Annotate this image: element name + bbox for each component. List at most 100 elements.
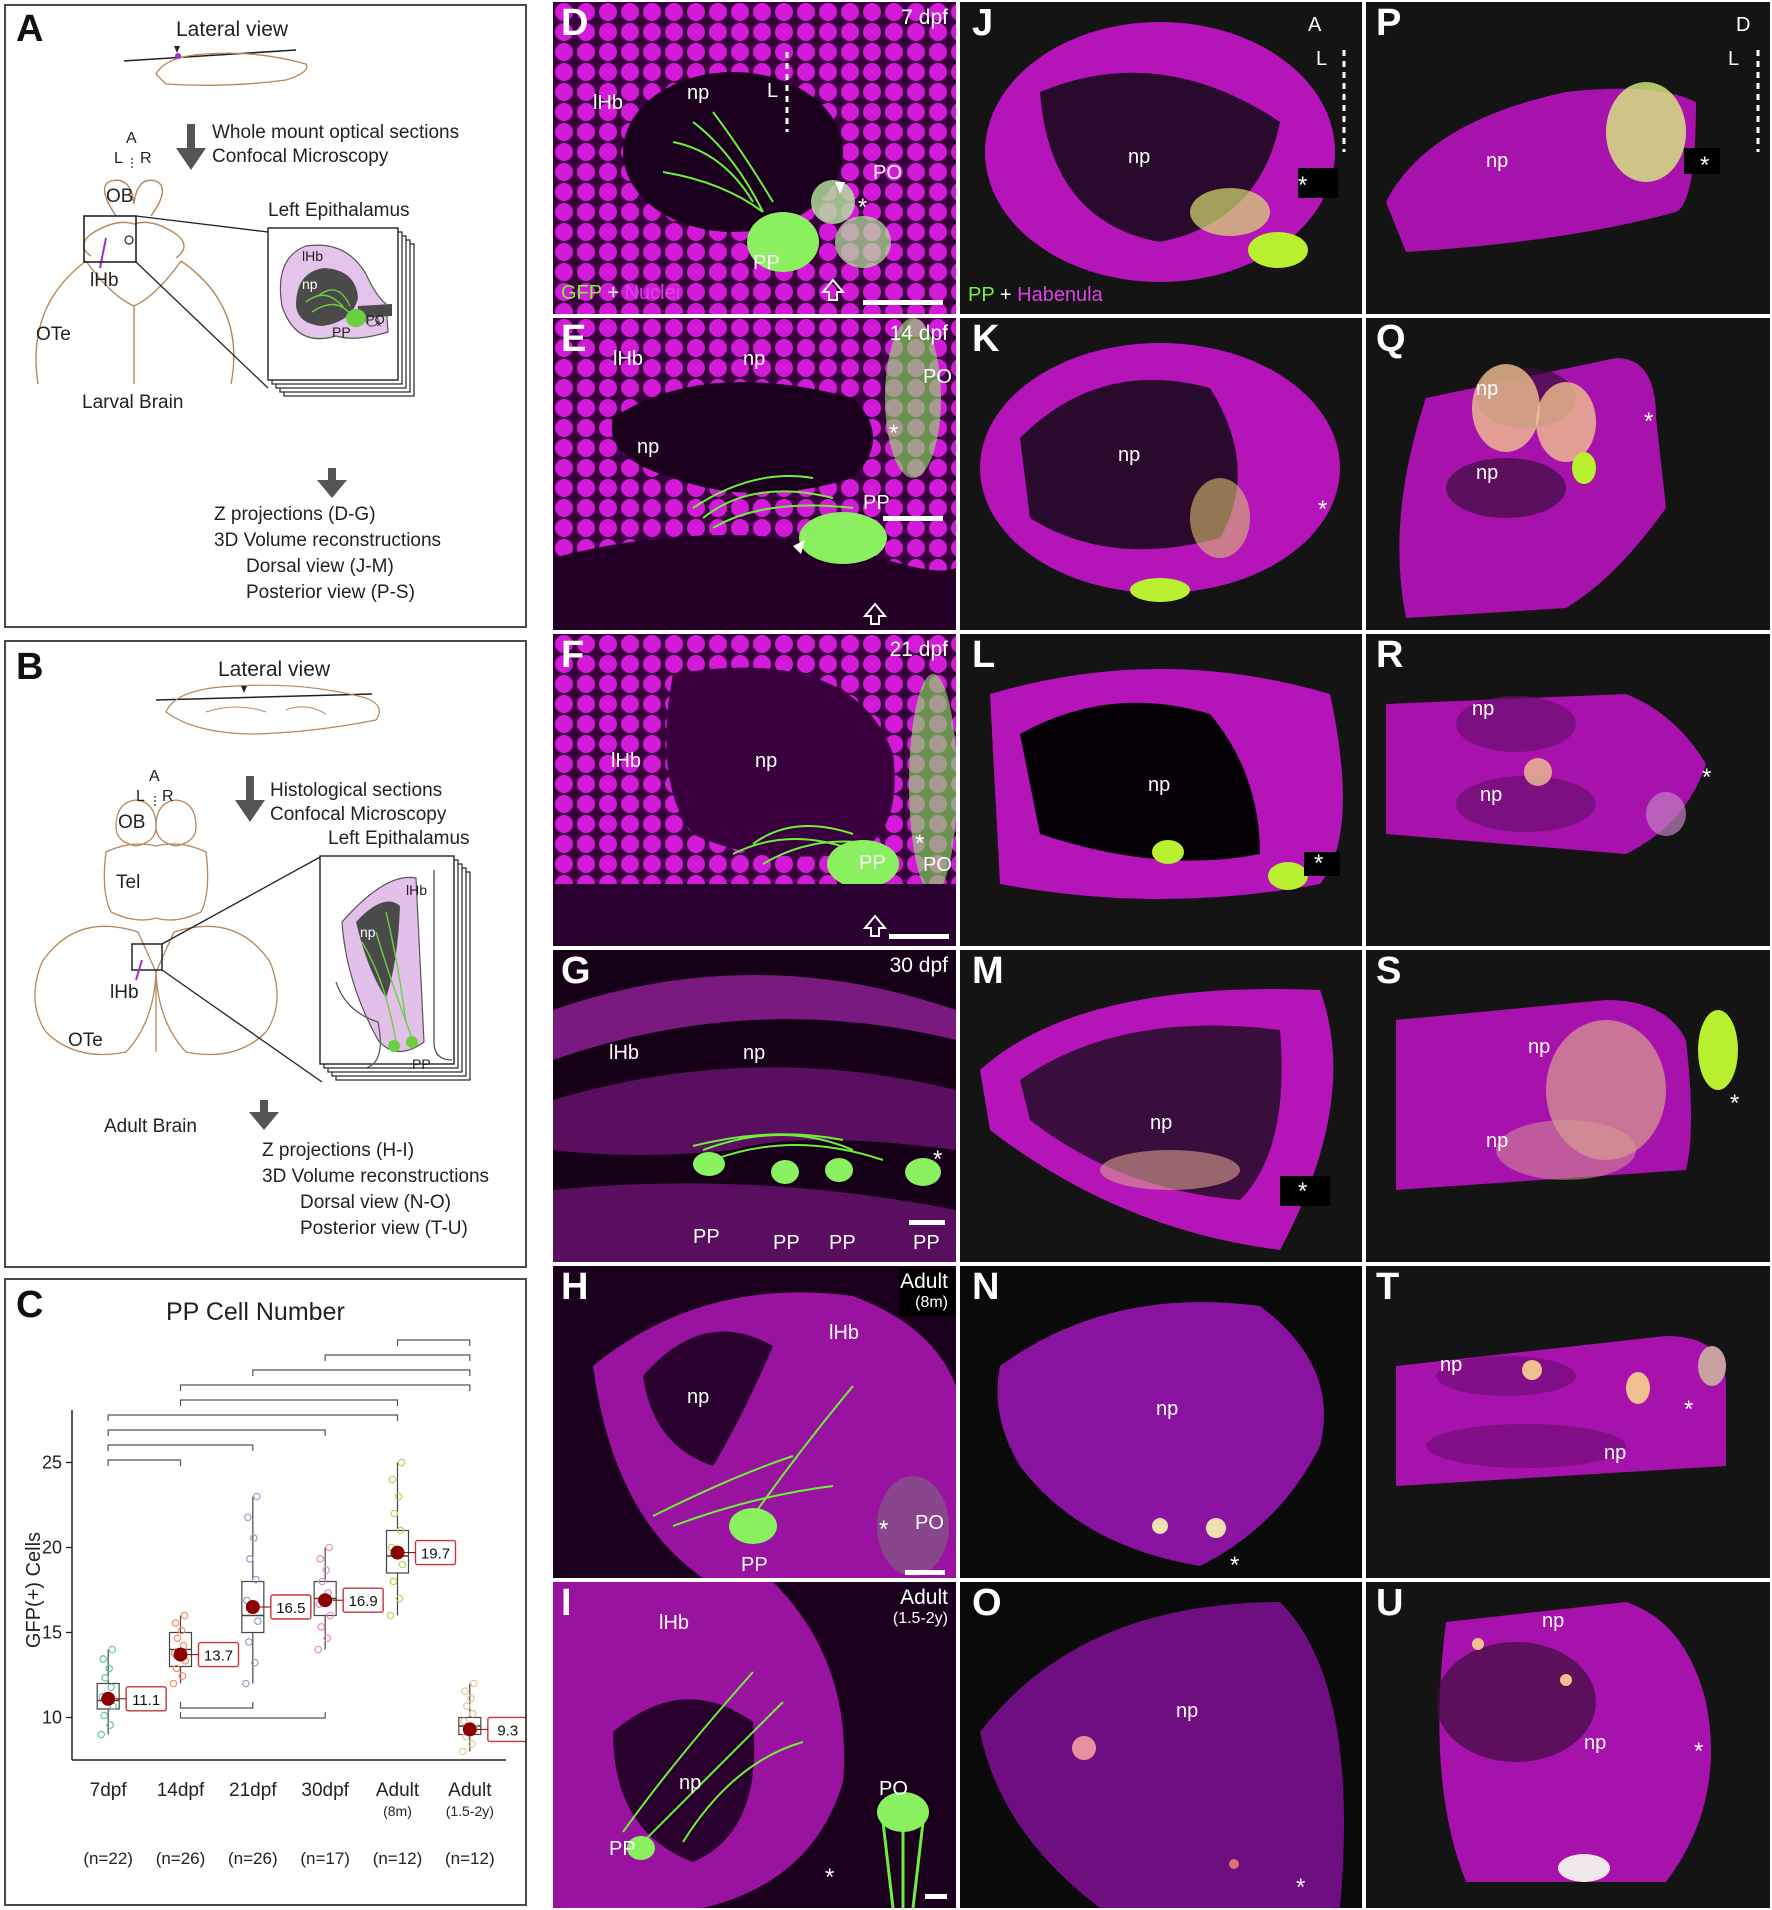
panel-d-image bbox=[553, 2, 956, 314]
inset-star: * bbox=[376, 318, 382, 335]
np-label-n: np bbox=[1156, 1398, 1179, 1420]
np-label-o: np bbox=[1176, 1700, 1199, 1722]
lhb-label: lHb bbox=[90, 270, 119, 291]
panel-letter-l: L bbox=[972, 634, 996, 676]
panel-s-image bbox=[1366, 950, 1770, 1262]
po-label-d: PO bbox=[873, 162, 902, 184]
axis-l-label: L bbox=[114, 150, 123, 167]
np-label-f: np bbox=[755, 750, 778, 772]
mean-label: 13.7 bbox=[204, 1648, 233, 1665]
panel-letter-i: I bbox=[561, 1582, 572, 1624]
star-label-l: * bbox=[1314, 850, 1324, 877]
brain-caption: Larval Brain bbox=[82, 392, 184, 413]
panel-u: U np np * bbox=[1366, 1582, 1770, 1908]
lhb-label-e: lHb bbox=[613, 348, 644, 370]
axis-a-label-b: A bbox=[149, 768, 160, 785]
np1-label-s: np bbox=[1528, 1036, 1551, 1058]
data-point bbox=[388, 1475, 397, 1484]
panel-l: L np * bbox=[960, 634, 1362, 946]
data-point bbox=[252, 1575, 260, 1584]
mean-label: 9.3 bbox=[497, 1722, 518, 1739]
po-label-i: PO bbox=[879, 1778, 908, 1800]
panel-j-image bbox=[960, 2, 1362, 314]
panel-j: J A L np * PP + Habenula bbox=[960, 2, 1362, 314]
inset-lhb-b: lHb bbox=[406, 882, 428, 898]
data-point bbox=[468, 1740, 476, 1748]
data-point bbox=[323, 1634, 331, 1642]
data-point bbox=[386, 1611, 395, 1620]
panel-p-image bbox=[1366, 2, 1770, 314]
np-label-d: np bbox=[687, 82, 710, 104]
star-label-g: * bbox=[933, 1146, 943, 1173]
data-point bbox=[180, 1611, 189, 1620]
np-label-h: np bbox=[687, 1386, 710, 1408]
x-tick-label: Adult bbox=[448, 1780, 492, 1801]
data-point bbox=[171, 1619, 180, 1627]
legend-d: GFP + Nuclei bbox=[561, 282, 680, 305]
panel-m-image bbox=[960, 950, 1362, 1262]
output-line-2-b: 3D Volume reconstructions bbox=[262, 1166, 490, 1187]
legend-j: PP + Habenula bbox=[968, 284, 1103, 307]
inset-pp-b: PP bbox=[412, 1056, 431, 1072]
data-point bbox=[325, 1543, 333, 1552]
star-label-u: * bbox=[1694, 1738, 1704, 1765]
scale-bar-e bbox=[883, 516, 943, 521]
legend-habenula: Habenula bbox=[1017, 284, 1103, 306]
orient-a-j: A bbox=[1308, 14, 1322, 36]
inset-np: np bbox=[302, 276, 318, 292]
star-label-q: * bbox=[1644, 408, 1654, 435]
panel-letter-b: B bbox=[16, 646, 44, 688]
method-line-1-b: Histological sections bbox=[270, 780, 443, 801]
stage-h-sub: (8m) bbox=[915, 1294, 948, 1311]
data-point bbox=[390, 1509, 399, 1518]
panel-letter-u: U bbox=[1376, 1582, 1404, 1624]
pp-label-d: PP bbox=[753, 252, 780, 274]
panel-letter-s: S bbox=[1376, 950, 1402, 992]
data-point bbox=[396, 1526, 405, 1535]
panel-b: B Lateral view Histological section bbox=[4, 640, 527, 1268]
star-label-t: * bbox=[1684, 1396, 1694, 1423]
data-point bbox=[461, 1687, 469, 1695]
method-line-1: Whole mount optical sections bbox=[212, 122, 460, 143]
x-tick-label: 14dpf bbox=[157, 1780, 205, 1801]
np-label-j: np bbox=[1128, 146, 1151, 168]
ote-label: OTe bbox=[36, 324, 71, 345]
scale-bar-i bbox=[925, 1894, 947, 1899]
panel-letter-e: E bbox=[561, 318, 587, 360]
panel-q-image bbox=[1366, 318, 1770, 630]
data-point bbox=[106, 1721, 114, 1729]
star-label-k: * bbox=[1318, 496, 1328, 523]
sample-size-label: (n=26) bbox=[156, 1849, 206, 1868]
data-point bbox=[326, 1611, 334, 1620]
np-label-m: np bbox=[1150, 1112, 1173, 1134]
scale-bar-f bbox=[889, 934, 949, 939]
data-point bbox=[100, 1711, 108, 1720]
panel-letter-r: R bbox=[1376, 634, 1404, 676]
star-label-o: * bbox=[1296, 1874, 1306, 1901]
np-label-l: np bbox=[1148, 774, 1171, 796]
star-label-m: * bbox=[1298, 1178, 1308, 1205]
panel-h-image bbox=[553, 1266, 956, 1578]
mean-point bbox=[173, 1647, 188, 1662]
orient-l-d: L bbox=[767, 80, 779, 102]
axis-r-label: R bbox=[140, 150, 152, 167]
data-point bbox=[469, 1709, 477, 1718]
data-point bbox=[467, 1694, 475, 1703]
np1-label-q: np bbox=[1476, 378, 1499, 400]
stage-i-sub: (1.5-2y) bbox=[892, 1610, 948, 1627]
data-point bbox=[101, 1674, 109, 1682]
lhb-label-f: lHb bbox=[611, 750, 642, 772]
mean-point bbox=[318, 1593, 333, 1608]
panel-g-image bbox=[553, 950, 956, 1262]
significance-bracket bbox=[179, 1702, 254, 1709]
inset-po: PO bbox=[366, 312, 385, 327]
brain-caption-b: Adult Brain bbox=[104, 1116, 197, 1137]
stage-label-g: 30 dpf bbox=[889, 954, 948, 977]
panel-m: M np * bbox=[960, 950, 1362, 1262]
panel-o: O np * bbox=[960, 1582, 1362, 1908]
data-point bbox=[314, 1645, 322, 1654]
output-line-2: 3D Volume reconstructions bbox=[214, 530, 442, 551]
star-label-n: * bbox=[1230, 1552, 1240, 1578]
ote-label-b: OTe bbox=[68, 1030, 103, 1051]
x-tick-label: 30dpf bbox=[301, 1780, 349, 1801]
